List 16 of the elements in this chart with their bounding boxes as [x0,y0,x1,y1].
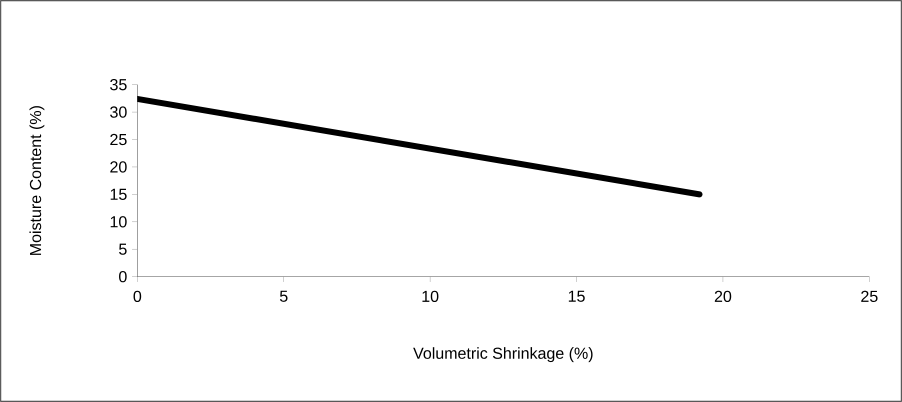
y-tick-label: 0 [119,270,127,282]
x-axis-title: Volumetric Shrinkage (%) [413,347,593,362]
y-tick-label: 20 [110,161,127,173]
y-tick-label: 30 [110,106,127,118]
x-tick-label: 0 [134,290,142,302]
x-tick-label: 25 [861,290,878,302]
y-tick-label: 5 [119,244,127,255]
x-tick-label: 15 [568,290,585,302]
y-axis-title: Moisture Content (%) [29,106,44,255]
x-tick-label: 20 [714,290,732,302]
y-tick-label: 25 [110,134,127,146]
y-tick-label: 35 [110,79,127,90]
y-tick-label: 10 [110,216,127,228]
x-tick-label: 10 [422,290,438,302]
y-tick-label: 15 [110,188,127,200]
x-tick-label: 5 [280,290,288,302]
